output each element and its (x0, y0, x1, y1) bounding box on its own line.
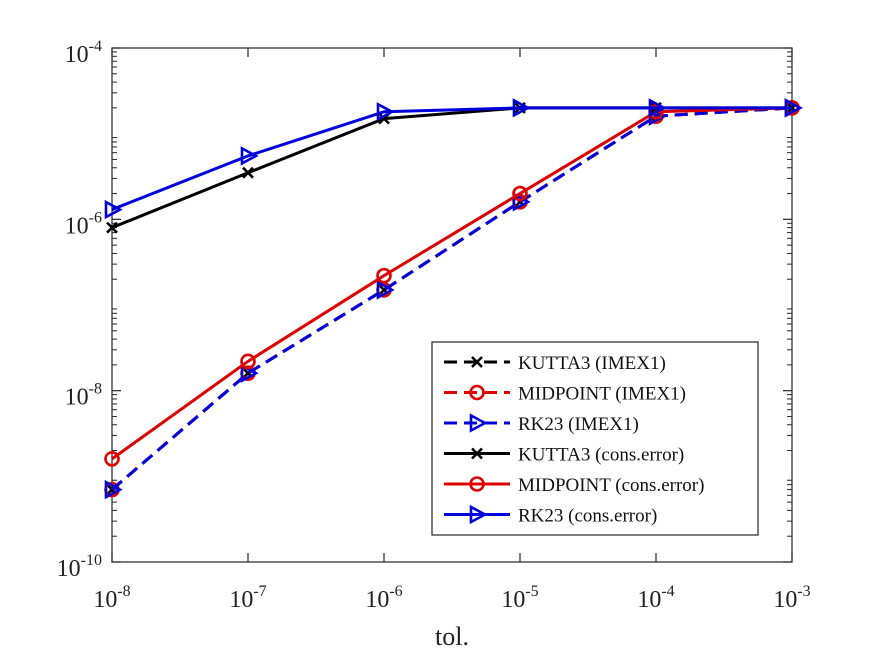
data-point (512, 185, 528, 202)
series-rk23-cons-error- (104, 98, 803, 220)
legend-marker (469, 413, 488, 433)
data-point (240, 353, 256, 370)
legend-label: RK23 (cons.error) (518, 506, 657, 527)
y-tick-label: 10-10 (57, 552, 102, 582)
legend-entry: RK23 (cons.error) (444, 504, 657, 527)
legend-label: MIDPOINT (IMEX1) (518, 384, 686, 405)
series-line (111, 106, 793, 491)
data-point (104, 479, 123, 500)
legend-label: RK23 (IMEX1) (518, 414, 639, 435)
data-point (376, 102, 395, 122)
legend-label: KUTTA3 (IMEX1) (518, 353, 666, 374)
data-point (240, 146, 259, 166)
legend-entry: RK23 (IMEX1) (444, 413, 639, 435)
legend-marker (471, 356, 483, 368)
x-tick-label: 10-3 (773, 583, 810, 613)
legend-marker (469, 476, 485, 492)
data-point (512, 192, 531, 212)
x-tick-label: 10-4 (637, 583, 674, 613)
data-point (376, 280, 395, 300)
legend-entry: MIDPOINT (cons.error) (444, 475, 704, 496)
data-point (104, 199, 123, 220)
legend-box (431, 341, 759, 536)
series-line (111, 106, 792, 211)
legend-marker (471, 447, 483, 460)
data-point (648, 98, 667, 118)
data-point (512, 98, 531, 118)
data-point (242, 166, 254, 179)
y-tick-label: 10-8 (65, 381, 102, 411)
legend-entry: KUTTA3 (cons.error) (444, 445, 684, 466)
legend-label: MIDPOINT (cons.error) (518, 475, 704, 496)
x-axis-title: tol. (435, 622, 469, 651)
x-tick-label: 10-6 (365, 583, 402, 613)
legend: KUTTA3 (IMEX1) MIDPOINT (IMEX1) RK23 (IMEX… (431, 341, 759, 536)
series-line (111, 106, 793, 461)
legend-label: KUTTA3 (cons.error) (518, 445, 684, 466)
data-point (784, 98, 803, 118)
x-tick-label: 10-5 (501, 583, 538, 613)
y-tick-label: 10-6 (65, 209, 102, 239)
data-point (104, 451, 120, 467)
legend-entry: KUTTA3 (IMEX1) (444, 353, 666, 374)
x-tick-label: 10-7 (229, 583, 266, 613)
data-point (106, 221, 118, 234)
y-tick-label: 10-4 (65, 38, 102, 68)
x-tick-label: 10-8 (93, 583, 130, 613)
data-point (240, 363, 259, 383)
legend-marker (469, 384, 485, 401)
legend-marker (469, 504, 488, 525)
legend-entry: MIDPOINT (IMEX1) (444, 384, 686, 405)
data-point (376, 267, 392, 284)
